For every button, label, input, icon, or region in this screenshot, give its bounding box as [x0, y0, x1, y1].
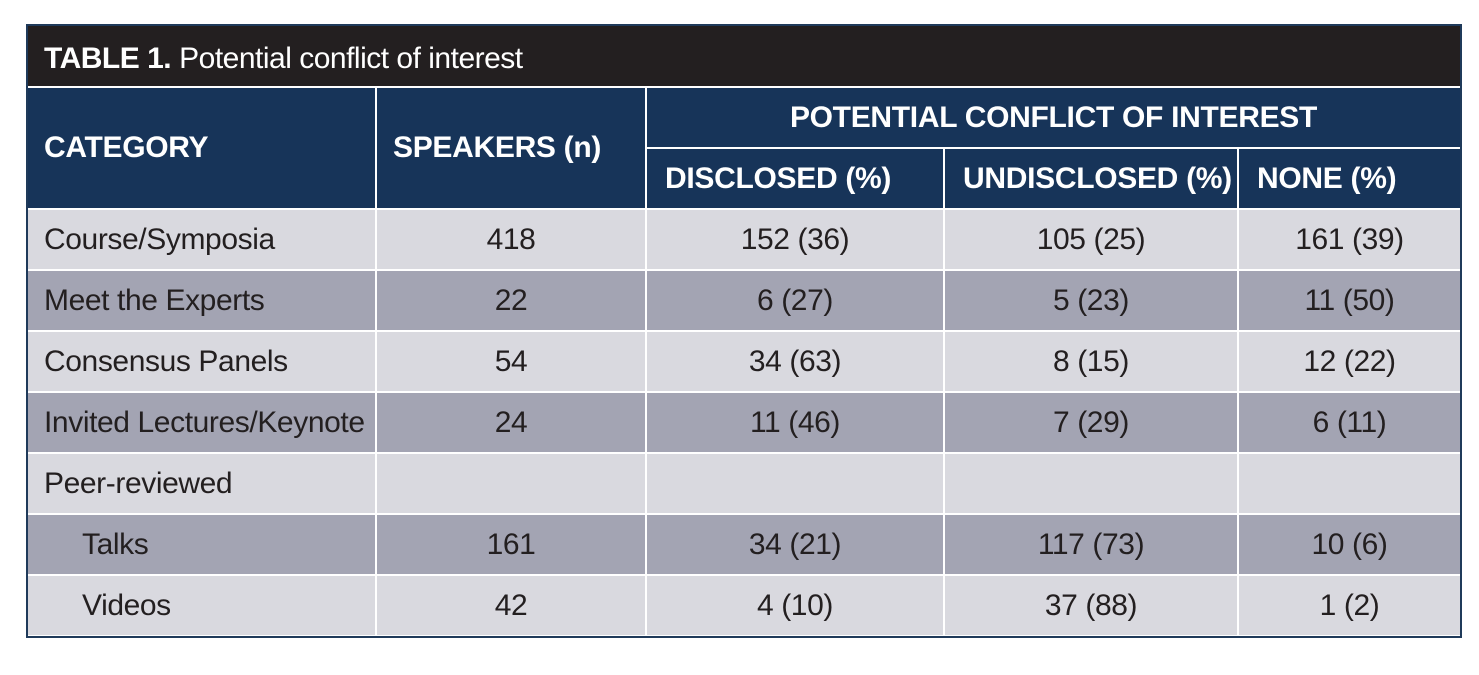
row-none: 6 (11)	[1237, 391, 1460, 454]
header-category: CATEGORY	[28, 88, 377, 210]
row-undisclosed: 37 (88)	[943, 574, 1239, 635]
header-speakers: SPEAKERS (n)	[375, 88, 647, 210]
table-body: Course/Symposia 418 152 (36) 105 (25) 16…	[28, 208, 1460, 635]
row-undisclosed: 117 (73)	[943, 513, 1239, 576]
row-undisclosed: 8 (15)	[943, 330, 1239, 393]
row-none	[1237, 452, 1460, 515]
row-speakers: 54	[375, 330, 647, 393]
row-category: Peer-reviewed	[28, 452, 377, 515]
row-undisclosed: 5 (23)	[943, 269, 1239, 332]
row-disclosed: 152 (36)	[645, 208, 945, 271]
row-category: Videos	[28, 574, 377, 635]
table-row-section: Peer-reviewed	[28, 452, 1460, 515]
row-category: Invited Lectures/Keynote	[28, 391, 377, 454]
table-row: Meet the Experts 22 6 (27) 5 (23) 11 (50…	[28, 269, 1460, 332]
row-disclosed: 34 (63)	[645, 330, 945, 393]
row-speakers: 161	[375, 513, 647, 576]
row-speakers: 42	[375, 574, 647, 635]
data-table: CATEGORY SPEAKERS (n) POTENTIAL CONFLICT…	[28, 88, 1460, 635]
row-none: 161 (39)	[1237, 208, 1460, 271]
table-header: CATEGORY SPEAKERS (n) POTENTIAL CONFLICT…	[28, 88, 1460, 210]
row-undisclosed	[943, 452, 1239, 515]
row-speakers: 24	[375, 391, 647, 454]
row-speakers: 418	[375, 208, 647, 271]
header-conflict-group: POTENTIAL CONFLICT OF INTEREST	[645, 88, 1460, 149]
row-category: Meet the Experts	[28, 269, 377, 332]
row-category: Course/Symposia	[28, 208, 377, 271]
row-none: 11 (50)	[1237, 269, 1460, 332]
table-row: Talks 161 34 (21) 117 (73) 10 (6)	[28, 513, 1460, 576]
table-row: Videos 42 4 (10) 37 (88) 1 (2)	[28, 574, 1460, 635]
row-none: 12 (22)	[1237, 330, 1460, 393]
row-disclosed: 34 (21)	[645, 513, 945, 576]
table-caption: TABLE 1. Potential conflict of interest	[28, 26, 1460, 88]
row-category: Talks	[28, 513, 377, 576]
row-disclosed: 4 (10)	[645, 574, 945, 635]
header-none: NONE (%)	[1237, 147, 1460, 210]
table-row: Consensus Panels 54 34 (63) 8 (15) 12 (2…	[28, 330, 1460, 393]
row-category: Consensus Panels	[28, 330, 377, 393]
row-disclosed	[645, 452, 945, 515]
row-undisclosed: 105 (25)	[943, 208, 1239, 271]
row-disclosed: 11 (46)	[645, 391, 945, 454]
table-row: Course/Symposia 418 152 (36) 105 (25) 16…	[28, 208, 1460, 271]
row-none: 10 (6)	[1237, 513, 1460, 576]
row-disclosed: 6 (27)	[645, 269, 945, 332]
table-row: Invited Lectures/Keynote 24 11 (46) 7 (2…	[28, 391, 1460, 454]
row-speakers	[375, 452, 647, 515]
table-caption-label: TABLE 1.	[44, 42, 172, 75]
header-undisclosed: UNDISCLOSED (%)	[943, 147, 1239, 210]
conflict-of-interest-table: TABLE 1. Potential conflict of interest …	[26, 24, 1462, 638]
row-none: 1 (2)	[1237, 574, 1460, 635]
header-disclosed: DISCLOSED (%)	[645, 147, 945, 210]
row-undisclosed: 7 (29)	[943, 391, 1239, 454]
row-speakers: 22	[375, 269, 647, 332]
table-caption-title: Potential conflict of interest	[179, 42, 523, 75]
